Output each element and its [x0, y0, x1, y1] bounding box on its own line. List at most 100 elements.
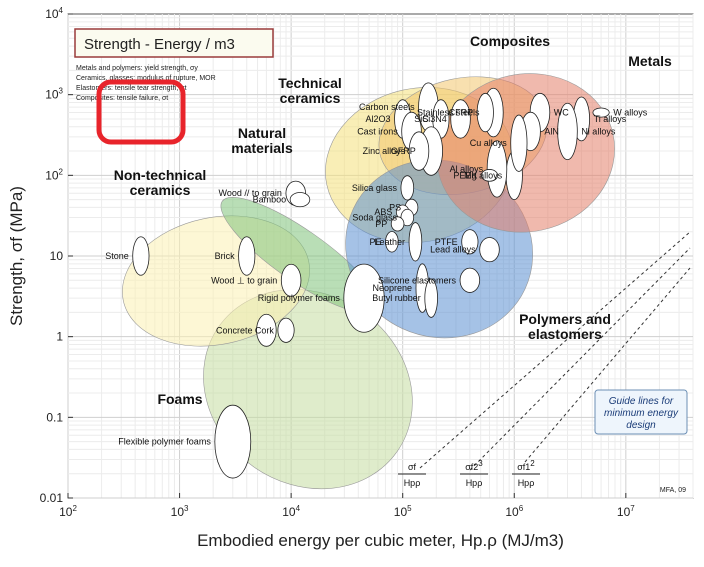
bubble-brick: [238, 236, 256, 276]
bubble-si3n4: [450, 99, 471, 139]
guide-line: [524, 267, 691, 463]
family-label-polymers-and-elastomers: Polymers and elastomers: [519, 311, 611, 342]
family-label-metals: Metals: [628, 53, 672, 69]
x-tick-label: 105: [394, 504, 412, 519]
credit: MFA, 09: [660, 487, 686, 494]
x-axis-title: Embodied energy per cubic meter, Hp.ρ (M…: [197, 531, 564, 550]
label-aln: AlN: [544, 126, 559, 136]
bubble-ni-alloys: [557, 102, 578, 161]
label-stone: Stone: [105, 251, 129, 261]
family-label-non-technical-ceramics: Non-technical ceramics: [114, 167, 207, 198]
bubble-flexible-polymer-foams: [214, 404, 252, 479]
label-al-alloys: Al alloys: [450, 164, 484, 174]
bubble-leather: [408, 222, 423, 262]
label-abs: ABS: [374, 207, 392, 217]
label-cfrp: CFRP: [449, 108, 474, 118]
label-brick: Brick: [215, 251, 235, 261]
guide-box: [594, 389, 688, 435]
x-tick-label: 107: [617, 504, 635, 519]
guide-formula-num: σf12: [517, 459, 535, 472]
label-cu-alloys: Cu alloys: [470, 138, 508, 148]
label-al2o3: Al2O3: [366, 114, 391, 124]
family-label-composites: Composites: [470, 33, 550, 49]
label-butyl-rubber: Butyl rubber: [372, 293, 421, 303]
bubble-silicone-elastomers: [459, 267, 481, 293]
bubble-wood-to-grain: [280, 263, 302, 297]
label-si3n4: Si3N4: [422, 114, 447, 124]
bubble-pp: [390, 216, 405, 232]
label-concrete: Concrete: [216, 325, 253, 335]
family-label-technical-ceramics: Technical ceramics: [278, 75, 342, 106]
label-bamboo: Bamboo: [253, 195, 287, 205]
label-pp: PP: [375, 219, 387, 229]
y-tick-label: 103: [45, 87, 63, 102]
label-pe: PE: [370, 237, 382, 247]
x-tick-label: 106: [505, 504, 523, 519]
bubble-stone: [132, 236, 150, 276]
x-tick-label: 104: [282, 504, 300, 519]
bubble-rigid-polymer-foams: [343, 263, 385, 333]
axis-ticks: 102 103 104 105 106 107 0.01 0.1 1 10 102 103 104: [40, 6, 636, 519]
bubble-pe: [385, 231, 399, 253]
legend-note: Metals and polymers: yield strength, σy: [76, 65, 198, 72]
y-tick-label: 0.1: [46, 410, 63, 424]
label-lead-alloys: Lead alloys: [430, 245, 476, 255]
legend-note: Ceramics, glasses: modulus of rupture, M…: [76, 75, 216, 82]
label-ti-alloys: Ti alloys: [594, 114, 627, 124]
x-tick-label: 102: [59, 504, 77, 519]
bubble-zinc-alloys: [408, 131, 430, 171]
label-w-alloys: W alloys: [613, 108, 648, 118]
bubble-al-alloys: [486, 140, 508, 198]
family-label-natural-materials: Natural materials: [231, 125, 293, 156]
bubble-concrete: [256, 313, 277, 347]
guide-formula-num: σf23: [465, 459, 483, 472]
y-axis-title: Strength, σf (MPa): [7, 186, 26, 326]
bubble-silica-glass: [400, 175, 415, 201]
x-tick-label: 103: [171, 504, 189, 519]
red-highlight-box: [96, 79, 186, 145]
bubble-bamboo: [289, 192, 311, 208]
bubble-ptfe: [461, 229, 479, 255]
guide-box-text: Guide lines for minimum energy design: [604, 396, 679, 431]
label-wc: WC: [554, 108, 569, 118]
guide-formula-den: Hpρ: [518, 478, 535, 488]
y-tick-label: 102: [45, 167, 63, 182]
y-tick-label: 10: [50, 249, 64, 263]
label-ps: PS: [389, 202, 401, 212]
bubble-cork: [277, 317, 295, 343]
label-ni-alloys: Ni alloys: [581, 126, 616, 136]
label-mg-alloys: Mg alloys: [464, 170, 503, 180]
label-wood-to-grain: Wood ⊥ to grain: [211, 275, 277, 285]
guide-formula-num: σf: [408, 462, 417, 472]
guide-formula-den: Hpρ: [404, 478, 421, 488]
bubble-w-alloys: [592, 107, 610, 118]
y-tick-label: 0.01: [40, 491, 64, 505]
label-ptfe: PTFE: [435, 237, 458, 247]
label-rigid-polymer-foams: Rigid polymer foams: [258, 293, 341, 303]
label-peek: PEEK: [453, 170, 477, 180]
y-tick-label: 1: [56, 330, 63, 344]
label-zinc-alloys: Zinc alloys: [363, 146, 406, 156]
guide-line: [469, 247, 691, 471]
label-silica-glass: Silica glass: [352, 183, 398, 193]
bubble-cfrp: [476, 92, 494, 133]
label-cork: Cork: [255, 325, 275, 335]
title-box: [74, 28, 274, 58]
label-cast-irons: Cast irons: [357, 126, 398, 136]
label-gfrp: GFRP: [391, 146, 416, 156]
chart-title: Strength - Energy / m3: [84, 36, 235, 53]
bubble-cu-alloys: [510, 114, 528, 172]
label-carbon-steels: Carbon steels: [359, 102, 415, 112]
label-leather: Leather: [375, 237, 406, 247]
bubble-lead-alloys: [479, 237, 500, 263]
label-wood-to-grain: Wood // to grain: [219, 188, 282, 198]
label-flexible-polymer-foams: Flexible polymer foams: [118, 437, 211, 447]
label-silicone-elastomers: Silicone elastomers: [378, 275, 457, 285]
label-sic: SiC: [414, 114, 429, 124]
y-tick-label: 104: [45, 6, 63, 21]
legend-note: Composites: tensile failure, σt: [76, 95, 168, 102]
bubble-peek: [480, 169, 499, 182]
label-neoprene: Neoprene: [372, 283, 412, 293]
